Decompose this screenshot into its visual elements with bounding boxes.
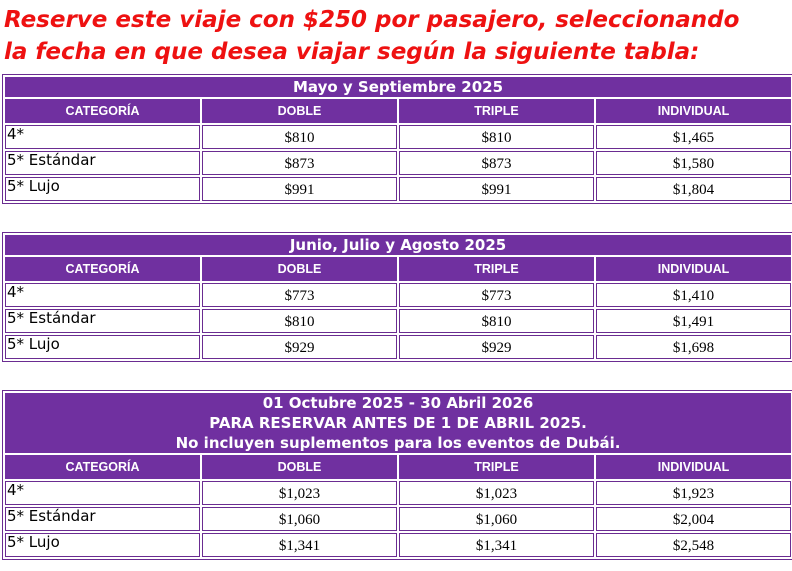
table-title: Junio, Julio y Agosto 2025: [5, 235, 792, 255]
column-header-individual: INDIVIDUAL: [596, 99, 791, 123]
category-cell: 5* Estándar: [5, 151, 200, 175]
price-triple: $810: [399, 309, 594, 333]
table-title: Mayo y Septiembre 2025: [5, 77, 791, 97]
table-row: 4* $1,023 $1,023 $1,923: [5, 481, 792, 505]
price-individual: $1,580: [596, 151, 791, 175]
price-triple: $991: [399, 177, 594, 201]
column-header-doble: DOBLE: [202, 455, 397, 479]
price-doble: $810: [202, 125, 397, 149]
category-cell: 5* Lujo: [5, 533, 200, 557]
category-cell: 5* Lujo: [5, 335, 200, 359]
price-individual: $1,804: [596, 177, 791, 201]
price-doble: $1,023: [202, 481, 397, 505]
promo-headline: Reserve este viaje con $250 por pasajero…: [4, 4, 790, 68]
price-individual: $2,004: [596, 507, 792, 531]
rate-table-junio-agosto: Junio, Julio y Agosto 2025 CATEGORÍA DOB…: [2, 232, 792, 362]
column-header-individual: INDIVIDUAL: [596, 455, 792, 479]
table-row: 5* Lujo $991 $991 $1,804: [5, 177, 791, 201]
table-title-line: 01 Octubre 2025 - 30 Abril 2026: [262, 394, 534, 412]
promo-headline-line-2: la fecha en que desea viajar según la si…: [4, 39, 700, 65]
price-doble: $929: [202, 335, 397, 359]
column-header-categoria: CATEGORÍA: [5, 455, 200, 479]
price-individual: $1,410: [596, 283, 792, 307]
column-header-individual: INDIVIDUAL: [596, 257, 792, 281]
category-cell: 4*: [5, 125, 200, 149]
table-title-line: PARA RESERVAR ANTES DE 1 DE ABRIL 2025.: [209, 414, 587, 432]
table-title-line: Mayo y Septiembre 2025: [293, 78, 503, 96]
price-doble: $810: [202, 309, 397, 333]
price-individual: $1,923: [596, 481, 792, 505]
price-triple: $1,060: [399, 507, 594, 531]
price-doble: $773: [202, 283, 397, 307]
price-doble: $991: [202, 177, 397, 201]
price-triple: $1,341: [399, 533, 594, 557]
rate-table-octubre-abril: 01 Octubre 2025 - 30 Abril 2026 PARA RES…: [2, 390, 792, 560]
price-individual: $1,465: [596, 125, 791, 149]
table-title-line: Junio, Julio y Agosto 2025: [289, 236, 507, 254]
promo-headline-line-1: Reserve este viaje con $250 por pasajero…: [4, 7, 740, 33]
column-header-triple: TRIPLE: [399, 455, 594, 479]
column-header-doble: DOBLE: [202, 257, 397, 281]
column-header-categoria: CATEGORÍA: [5, 99, 200, 123]
table-title-line: No incluyen suplementos para los eventos…: [175, 434, 621, 452]
price-triple: $873: [399, 151, 594, 175]
column-header-triple: TRIPLE: [399, 99, 594, 123]
table-title: 01 Octubre 2025 - 30 Abril 2026 PARA RES…: [5, 393, 792, 453]
category-cell: 4*: [5, 481, 200, 505]
table-row: 5* Estándar $1,060 $1,060 $2,004: [5, 507, 792, 531]
table-row: 4* $773 $773 $1,410: [5, 283, 792, 307]
category-cell: 5* Estándar: [5, 507, 200, 531]
price-doble: $1,060: [202, 507, 397, 531]
category-cell: 5* Lujo: [5, 177, 200, 201]
price-individual: $1,491: [596, 309, 792, 333]
price-triple: $929: [399, 335, 594, 359]
table-row: 5* Estándar $873 $873 $1,580: [5, 151, 791, 175]
price-triple: $1,023: [399, 481, 594, 505]
price-triple: $773: [399, 283, 594, 307]
table-row: 4* $810 $810 $1,465: [5, 125, 791, 149]
rate-table-mayo-septiembre: Mayo y Septiembre 2025 CATEGORÍA DOBLE T…: [2, 74, 792, 204]
price-triple: $810: [399, 125, 594, 149]
table-row: 5* Lujo $1,341 $1,341 $2,548: [5, 533, 792, 557]
price-individual: $2,548: [596, 533, 792, 557]
price-doble: $873: [202, 151, 397, 175]
category-cell: 4*: [5, 283, 200, 307]
column-header-doble: DOBLE: [202, 99, 397, 123]
column-header-categoria: CATEGORÍA: [5, 257, 200, 281]
price-doble: $1,341: [202, 533, 397, 557]
table-row: 5* Estándar $810 $810 $1,491: [5, 309, 792, 333]
column-header-triple: TRIPLE: [399, 257, 594, 281]
price-individual: $1,698: [596, 335, 792, 359]
category-cell: 5* Estándar: [5, 309, 200, 333]
table-row: 5* Lujo $929 $929 $1,698: [5, 335, 792, 359]
